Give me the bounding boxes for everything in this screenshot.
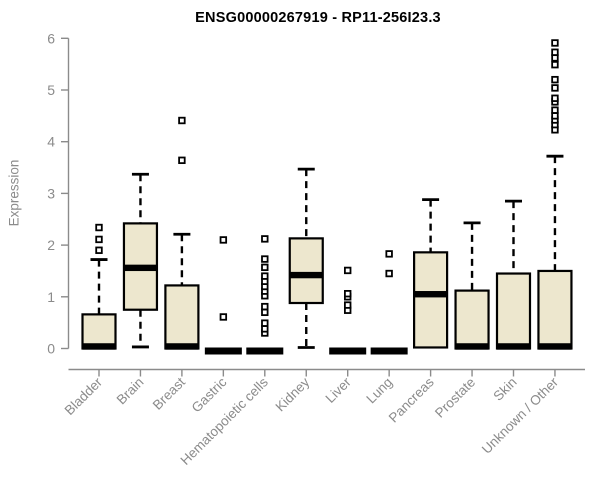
median-bar-unknown-other: [538, 343, 572, 350]
median-bar-bladder: [82, 343, 116, 350]
outlier-point-lung: [385, 250, 393, 258]
flat-median-bar-lung: [370, 347, 408, 355]
x-tick-label-gastric: Gastric: [189, 374, 230, 415]
outlier-point-hematopoietic-cells: [261, 325, 269, 333]
x-tick-label-skin: Skin: [490, 375, 519, 404]
y-tick-label: 6: [47, 30, 55, 46]
flat-median-bar-hematopoietic-cells: [246, 347, 284, 355]
box-skin: [495, 272, 532, 350]
box-pancreas: [413, 251, 449, 349]
flat-median-bar-gastric: [204, 347, 242, 355]
outlier-point-hematopoietic-cells: [261, 302, 269, 311]
x-tick-label-breast: Breast: [150, 374, 188, 412]
median-bar-prostate: [455, 343, 489, 350]
x-tick-label-unknown-other: Unknown / Other: [479, 374, 562, 457]
median-bar-kidney: [289, 271, 323, 279]
median-bar-breast: [165, 343, 199, 350]
y-tick-label: 2: [47, 237, 55, 253]
box-unknown-other: [537, 269, 573, 350]
outlier-point-liver: [343, 289, 352, 298]
outlier-point-hematopoietic-cells: [261, 319, 269, 327]
outlier-point-unknown-other: [551, 106, 559, 114]
x-tick-label-bladder: Bladder: [62, 374, 106, 418]
median-bar-pancreas: [414, 291, 448, 298]
outlier-point-unknown-other: [551, 112, 559, 120]
y-tick-label: 4: [47, 134, 55, 150]
outlier-point-liver: [343, 266, 352, 275]
outlier-point-breast: [178, 156, 186, 165]
outlier-point-unknown-other: [551, 39, 559, 47]
box-prostate: [454, 289, 490, 350]
outlier-point-unknown-other: [551, 75, 559, 84]
flat-median-bar-liver: [329, 347, 367, 355]
outlier-point-unknown-other: [551, 48, 559, 56]
box-bladder: [81, 313, 117, 350]
x-tick-label-lung: Lung: [363, 375, 395, 407]
x-tick-label-prostate: Prostate: [432, 375, 478, 421]
x-tick-label-liver: Liver: [323, 374, 355, 406]
outlier-point-bladder: [95, 235, 103, 244]
outlier-point-lung: [385, 269, 393, 278]
y-tick-label: 3: [47, 185, 55, 201]
x-tick-label-brain: Brain: [114, 375, 147, 408]
outlier-point-hematopoietic-cells: [261, 235, 269, 243]
y-tick-label: 0: [47, 341, 55, 357]
outlier-point-hematopoietic-cells: [261, 308, 269, 317]
box-kidney: [288, 237, 324, 305]
outlier-point-bladder: [95, 246, 103, 254]
median-bar-skin: [497, 343, 530, 350]
median-bar-brain: [123, 264, 157, 272]
y-tick-label: 5: [47, 82, 55, 98]
box-breast: [164, 284, 200, 350]
x-tick-label-kidney: Kidney: [273, 374, 313, 414]
chart-title: ENSG00000267919 - RP11-256I23.3: [195, 10, 441, 26]
outlier-point-bladder: [95, 223, 103, 232]
outlier-point-gastric: [219, 313, 228, 321]
outlier-point-unknown-other: [551, 84, 559, 92]
outlier-point-hematopoietic-cells: [261, 263, 269, 272]
outlier-point-unknown-other: [551, 60, 559, 69]
outlier-point-unknown-other: [551, 94, 559, 102]
outlier-point-hematopoietic-cells: [261, 255, 269, 263]
y-tick-label: 1: [47, 289, 55, 305]
outlier-point-liver: [343, 301, 352, 309]
outlier-point-gastric: [219, 236, 228, 244]
outlier-point-breast: [178, 116, 186, 125]
outlier-point-hematopoietic-cells: [261, 272, 269, 280]
x-tick-label-pancreas: Pancreas: [386, 374, 437, 425]
outlier-point-unknown-other: [551, 54, 559, 62]
